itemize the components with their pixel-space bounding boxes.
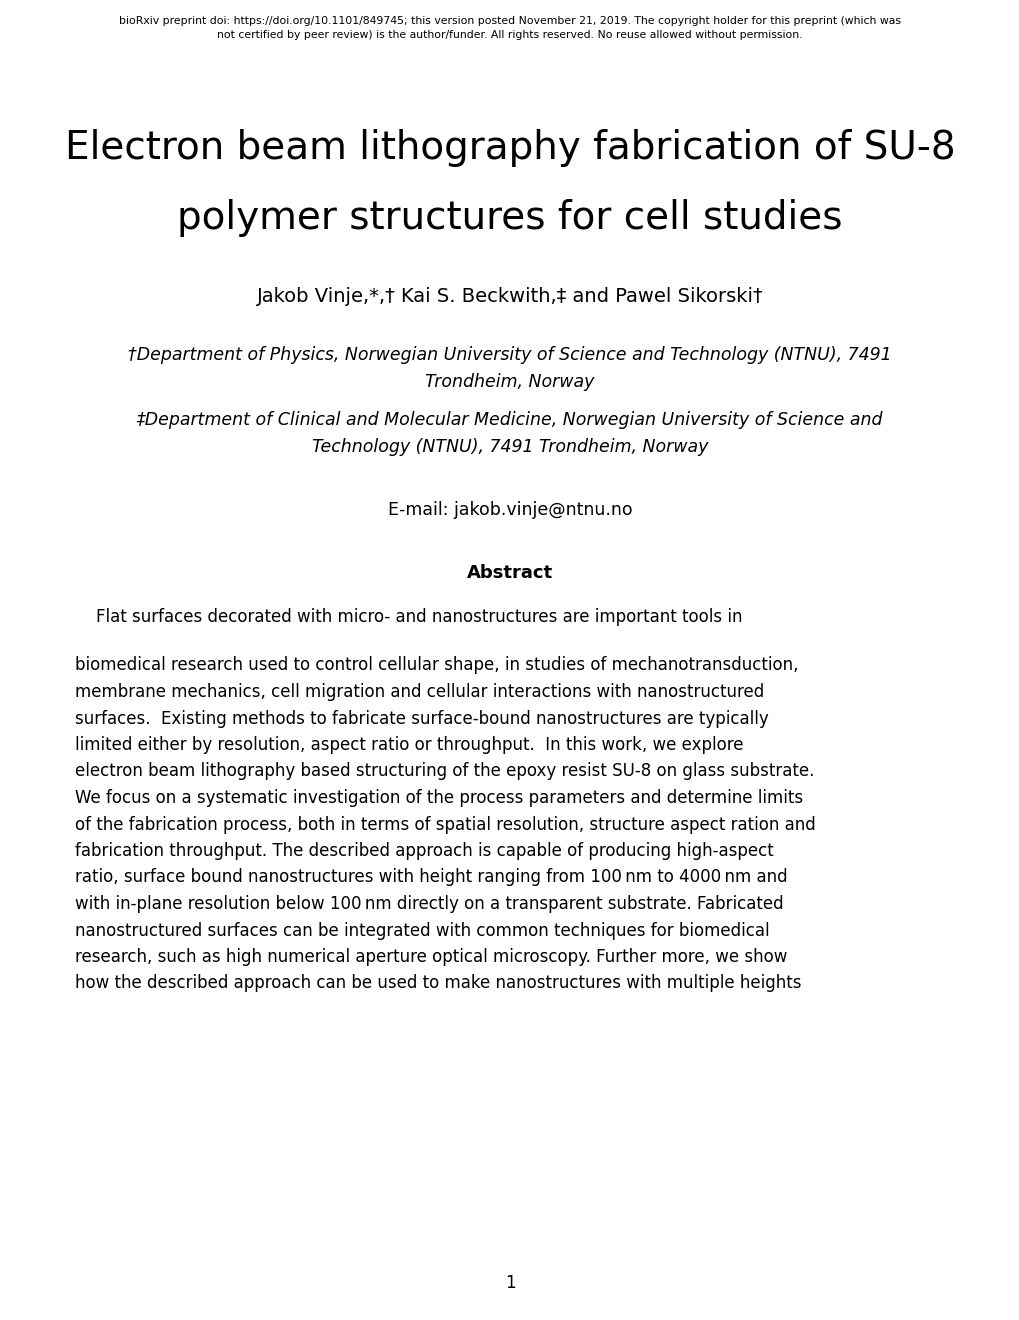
Text: 1: 1 xyxy=(504,1274,515,1292)
Text: ratio, surface bound nanostructures with height ranging from 100 nm to 4000 nm a: ratio, surface bound nanostructures with… xyxy=(75,869,787,887)
Text: Jakob Vinje,*,† Kai S. Beckwith,‡ and Pawel Sikorski†: Jakob Vinje,*,† Kai S. Beckwith,‡ and Pa… xyxy=(257,286,762,305)
Text: nanostructured surfaces can be integrated with common techniques for biomedical: nanostructured surfaces can be integrate… xyxy=(75,921,769,940)
Text: †Department of Physics, Norwegian University of Science and Technology (NTNU), 7: †Department of Physics, Norwegian Univer… xyxy=(128,346,891,364)
Text: with in-plane resolution below 100 nm directly on a transparent substrate. Fabri: with in-plane resolution below 100 nm di… xyxy=(75,895,783,913)
Text: bioRxiv preprint doi: https://doi.org/10.1101/849745; this version posted Novemb: bioRxiv preprint doi: https://doi.org/10… xyxy=(119,16,900,26)
Text: Technology (NTNU), 7491 Trondheim, Norway: Technology (NTNU), 7491 Trondheim, Norwa… xyxy=(312,438,707,455)
Text: of the fabrication process, both in terms of spatial resolution, structure aspec: of the fabrication process, both in term… xyxy=(75,816,815,833)
Text: fabrication throughput. The described approach is capable of producing high-aspe: fabrication throughput. The described ap… xyxy=(75,842,773,861)
Text: surfaces.  Existing methods to fabricate surface-bound nanostructures are typica: surfaces. Existing methods to fabricate … xyxy=(75,710,768,727)
Text: electron beam lithography based structuring of the epoxy resist SU-8 on glass su: electron beam lithography based structur… xyxy=(75,763,813,780)
Text: polymer structures for cell studies: polymer structures for cell studies xyxy=(177,199,842,238)
Text: Abstract: Abstract xyxy=(467,564,552,582)
Text: how the described approach can be used to make nanostructures with multiple heig: how the described approach can be used t… xyxy=(75,974,801,993)
Text: Trondheim, Norway: Trondheim, Norway xyxy=(425,374,594,391)
Text: We focus on a systematic investigation of the process parameters and determine l: We focus on a systematic investigation o… xyxy=(75,789,802,807)
Text: not certified by peer review) is the author/funder. All rights reserved. No reus: not certified by peer review) is the aut… xyxy=(217,30,802,40)
Text: biomedical research used to control cellular shape, in studies of mechanotransdu: biomedical research used to control cell… xyxy=(75,656,798,675)
Text: Flat surfaces decorated with micro- and nanostructures are important tools in: Flat surfaces decorated with micro- and … xyxy=(75,609,742,626)
Text: Electron beam lithography fabrication of SU-8: Electron beam lithography fabrication of… xyxy=(64,129,955,168)
Text: membrane mechanics, cell migration and cellular interactions with nanostructured: membrane mechanics, cell migration and c… xyxy=(75,682,763,701)
Text: E-mail: jakob.vinje@ntnu.no: E-mail: jakob.vinje@ntnu.no xyxy=(387,502,632,519)
Text: ‡Department of Clinical and Molecular Medicine, Norwegian University of Science : ‡Department of Clinical and Molecular Me… xyxy=(137,411,882,429)
Text: limited either by resolution, aspect ratio or throughput.  In this work, we expl: limited either by resolution, aspect rat… xyxy=(75,737,743,754)
Text: research, such as high numerical aperture optical microscopy. Further more, we s: research, such as high numerical apertur… xyxy=(75,948,787,966)
